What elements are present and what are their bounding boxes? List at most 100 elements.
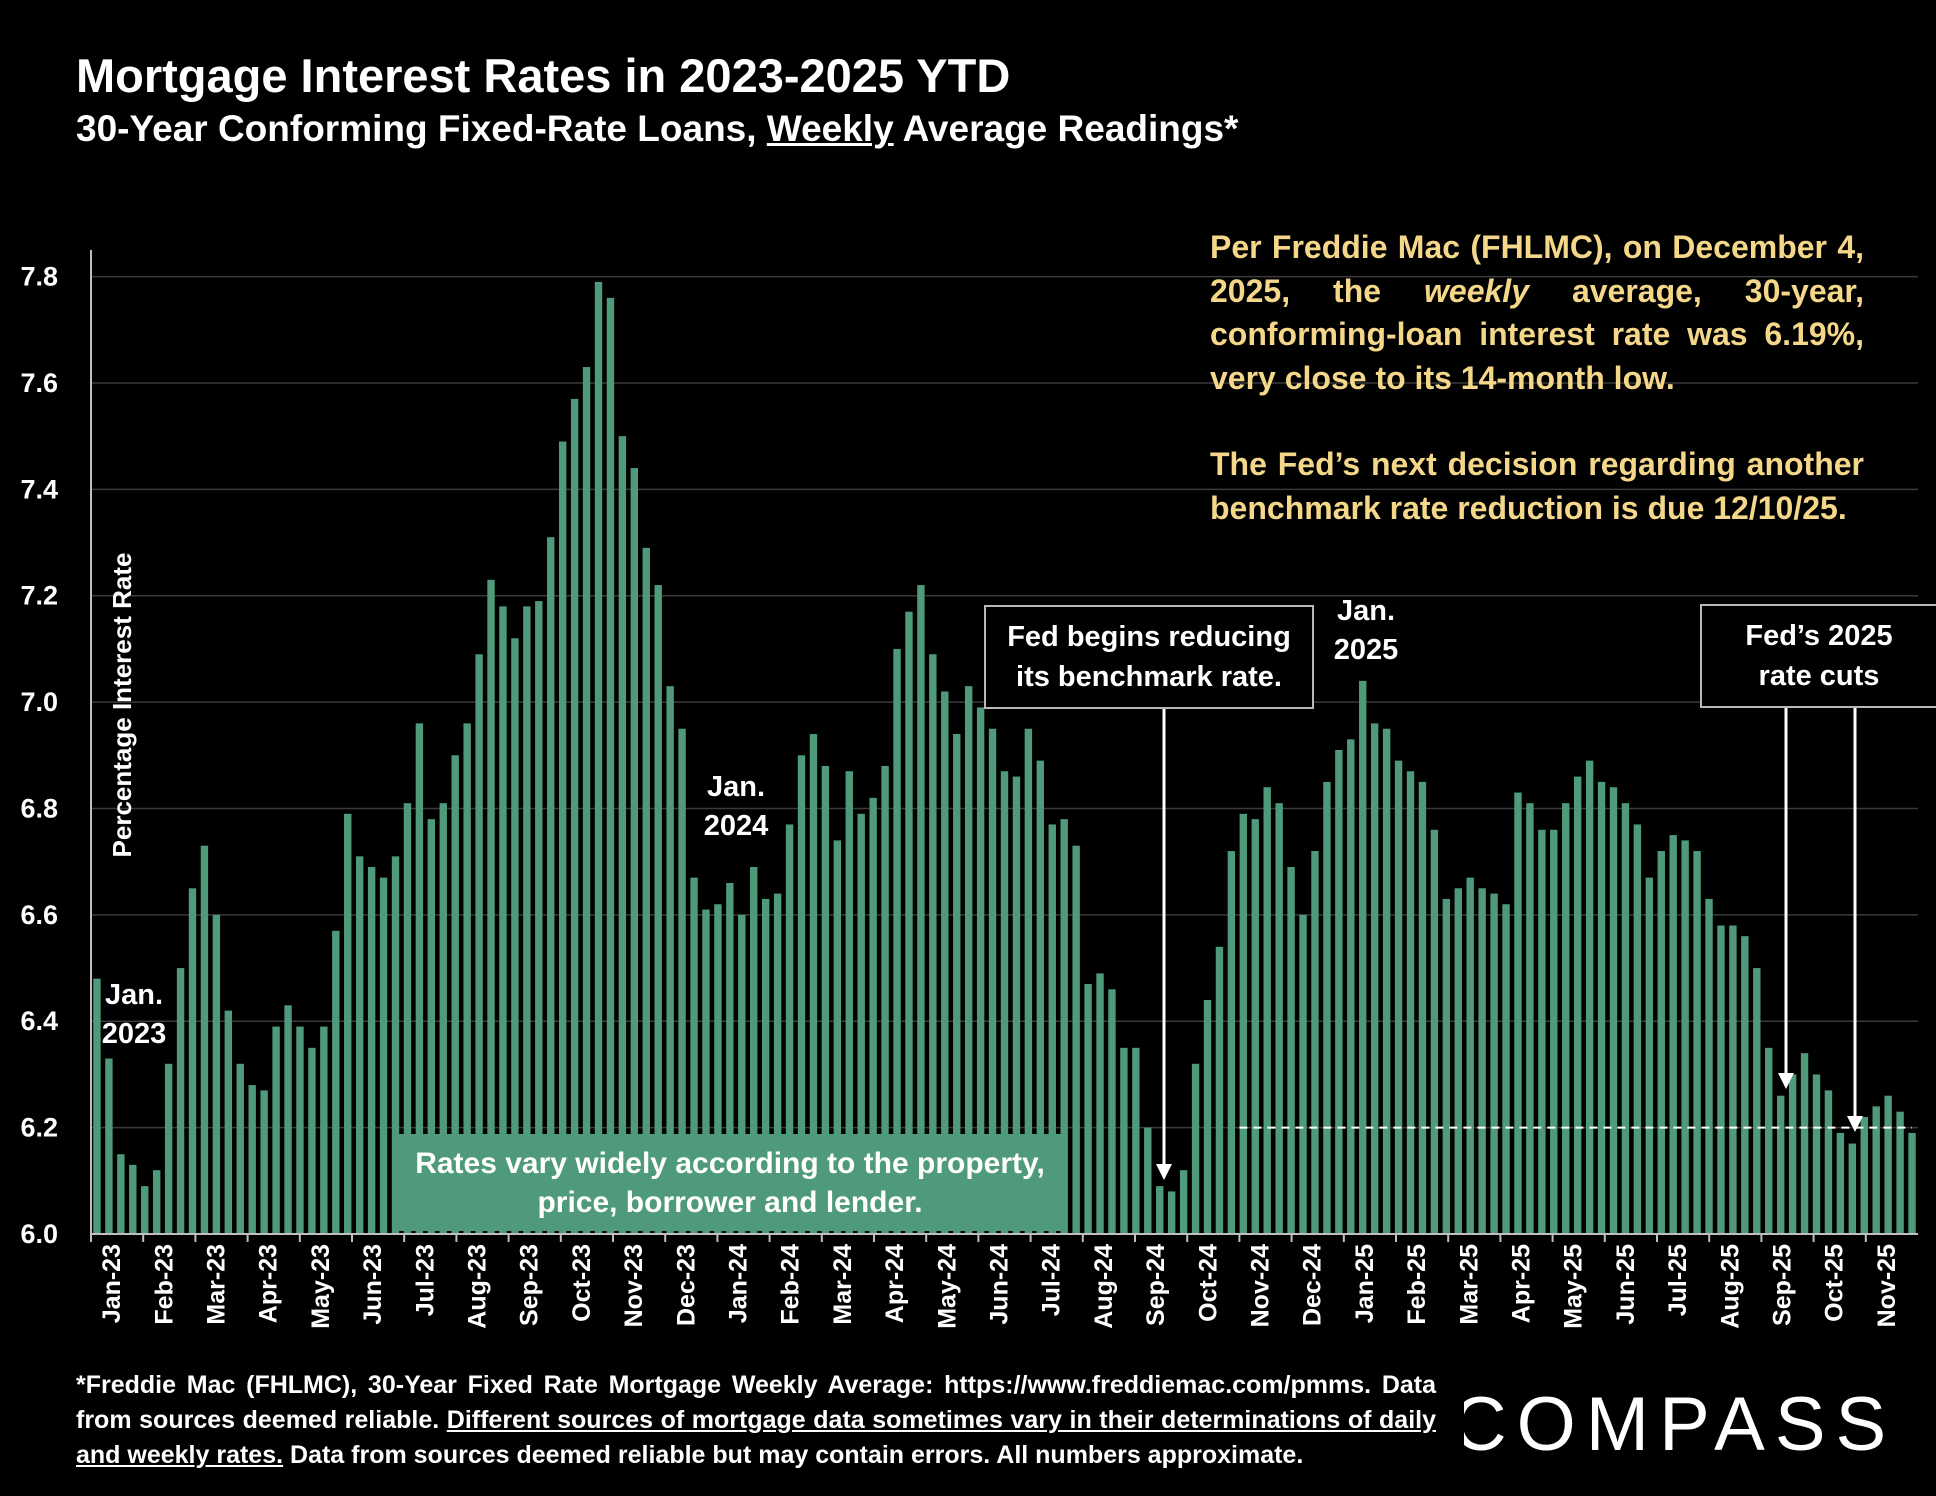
fed-note-text: Per Freddie Mac (FHLMC), on December 4, … — [1210, 229, 1864, 309]
bar — [1299, 914, 1307, 1234]
bar — [1454, 888, 1462, 1234]
bar — [953, 734, 961, 1234]
bar — [272, 1026, 280, 1234]
bar — [1024, 728, 1033, 1234]
bar — [1741, 936, 1749, 1234]
bar — [1621, 803, 1630, 1234]
bar — [1502, 904, 1510, 1234]
bar — [1120, 1047, 1128, 1234]
fed-note: Per Freddie Mac (FHLMC), on December 4, … — [1210, 226, 1864, 530]
bar — [523, 606, 531, 1234]
bar — [606, 297, 615, 1234]
x-tick-label: Nov-24 — [1247, 1244, 1275, 1327]
bar — [308, 1047, 316, 1234]
bar — [1908, 1132, 1916, 1234]
bar — [1753, 968, 1761, 1234]
bar — [941, 691, 949, 1234]
bar — [1251, 819, 1259, 1234]
bar — [893, 648, 901, 1234]
x-tick-label: Dec-24 — [1299, 1244, 1327, 1326]
bar — [1872, 1106, 1880, 1234]
callout-line: its benchmark rate. — [1016, 661, 1282, 693]
bar — [833, 840, 842, 1234]
y-tick-label: 7.4 — [20, 474, 58, 504]
bar — [1597, 781, 1606, 1234]
bar — [344, 813, 352, 1234]
y-tick-label: 7.6 — [20, 368, 58, 398]
bar — [1812, 1074, 1821, 1234]
bar — [964, 686, 973, 1234]
axes — [90, 250, 1918, 1235]
subtitle-text: 30-Year Conforming Fixed-Rate Loans, — [76, 108, 767, 149]
footnote: *Freddie Mac (FHLMC), 30-Year Fixed Rate… — [76, 1368, 1436, 1473]
bar — [905, 611, 913, 1234]
bar — [869, 797, 877, 1234]
footnote-underlined: Different sources of mortgage data somet… — [76, 1406, 1436, 1469]
footnote-text: Data from sources deemed reliable. — [76, 1371, 1437, 1434]
bar — [570, 398, 579, 1234]
bar — [1370, 723, 1379, 1234]
bar — [1788, 1074, 1797, 1234]
x-tick-label: Apr-24 — [881, 1244, 909, 1323]
x-tick-label: Apr-25 — [1508, 1244, 1536, 1323]
note-line: Rates vary widely according to the prope… — [415, 1146, 1045, 1180]
bar — [499, 606, 507, 1234]
bar — [1573, 776, 1582, 1234]
bar — [451, 755, 459, 1234]
bar — [666, 686, 674, 1234]
callout-line: Fed begins reducing — [1007, 621, 1291, 653]
bar — [1466, 877, 1474, 1234]
bar — [690, 877, 698, 1234]
callout-line: rate cuts — [1758, 660, 1880, 692]
bar — [1633, 824, 1642, 1234]
x-tick-label: Feb-23 — [150, 1244, 178, 1325]
bar — [988, 728, 997, 1234]
x-tick-label: Dec-23 — [672, 1244, 700, 1326]
bar — [1729, 925, 1737, 1234]
year-label-2025: Jan. 2025 — [1326, 592, 1406, 670]
bar — [1490, 893, 1498, 1234]
bar — [403, 803, 412, 1234]
bar — [391, 856, 400, 1234]
x-tick-label: Jun-24 — [986, 1244, 1014, 1325]
bar — [320, 1026, 328, 1234]
bar — [678, 728, 686, 1234]
year-label-line: Jan. — [706, 771, 766, 803]
bar — [618, 436, 627, 1234]
bar — [1562, 803, 1570, 1234]
bar — [1514, 792, 1522, 1234]
x-tick-label: Aug-23 — [464, 1244, 492, 1329]
bar — [1323, 781, 1331, 1234]
bar — [630, 468, 639, 1235]
bar — [1896, 1111, 1904, 1234]
bar — [1275, 803, 1283, 1234]
bar — [726, 882, 734, 1234]
x-tick-label: Oct-24 — [1194, 1244, 1222, 1322]
x-tick-label: Jul-24 — [1038, 1244, 1066, 1316]
bar — [809, 734, 818, 1234]
subtitle-text-end: Average Readings* — [893, 108, 1239, 149]
bar — [487, 579, 495, 1234]
bar — [1430, 829, 1439, 1234]
bar — [176, 968, 185, 1234]
bar — [1167, 1191, 1176, 1234]
bar — [439, 803, 447, 1234]
y-tick-labels: 6.0 6.2 6.4 6.6 6.8 7.0 7.2 7.4 7.6 7.8 — [20, 262, 58, 1249]
rates-vary-note: Rates vary widely according to the prope… — [393, 1134, 1067, 1231]
y-tick-label: 6.6 — [20, 900, 58, 930]
x-tick-labels: Jan-23 Feb-23 Mar-23 Apr-23 May-23 Jun-23 Jul-… — [90, 1234, 1901, 1329]
bar — [1000, 771, 1009, 1234]
bar — [1705, 898, 1713, 1234]
x-tick-label: Jul-23 — [411, 1244, 439, 1316]
chart-title: Mortgage Interest Rates in 2023-2025 YTD — [76, 49, 1011, 102]
bar — [714, 904, 722, 1234]
year-label-2024: Jan. 2024 — [696, 768, 776, 846]
bar — [1239, 813, 1248, 1234]
bar — [152, 1170, 161, 1234]
bar — [773, 893, 782, 1234]
x-tick-label: Jul-25 — [1664, 1244, 1692, 1316]
bar — [117, 1154, 125, 1234]
bar — [1144, 1127, 1152, 1234]
x-tick-label: Feb-24 — [777, 1244, 805, 1325]
